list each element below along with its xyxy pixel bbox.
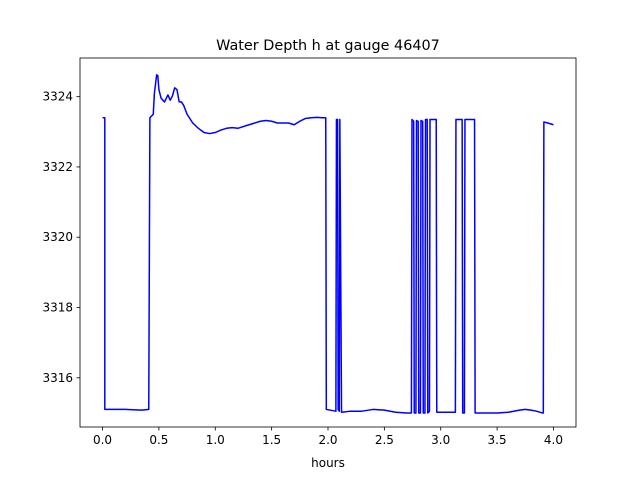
x-tick-label: 3.5	[488, 433, 507, 447]
x-tick-label: 4.0	[544, 433, 563, 447]
x-tick-label: 2.0	[318, 433, 337, 447]
x-tick-label: 1.0	[206, 433, 225, 447]
x-axis: 0.0 0.5 1.0 1.5 2.0 2.5 3.0 3.5 4.0	[93, 427, 563, 447]
y-tick-label: 3322	[42, 160, 73, 174]
y-tick-label: 3318	[42, 301, 73, 315]
x-axis-label: hours	[311, 456, 345, 470]
x-tick-label: 2.5	[375, 433, 394, 447]
y-tick-label: 3316	[42, 371, 73, 385]
y-axis: 3316 3318 3320 3322 3324	[42, 90, 80, 385]
chart-title: Water Depth h at gauge 46407	[216, 38, 440, 54]
x-tick-label: 1.5	[262, 433, 281, 447]
y-tick-label: 3324	[42, 90, 73, 104]
x-tick-label: 3.0	[431, 433, 450, 447]
y-tick-label: 3320	[42, 230, 73, 244]
series-line-0	[102, 74, 554, 414]
x-tick-label: 0.0	[93, 433, 112, 447]
x-tick-label: 0.5	[149, 433, 168, 447]
